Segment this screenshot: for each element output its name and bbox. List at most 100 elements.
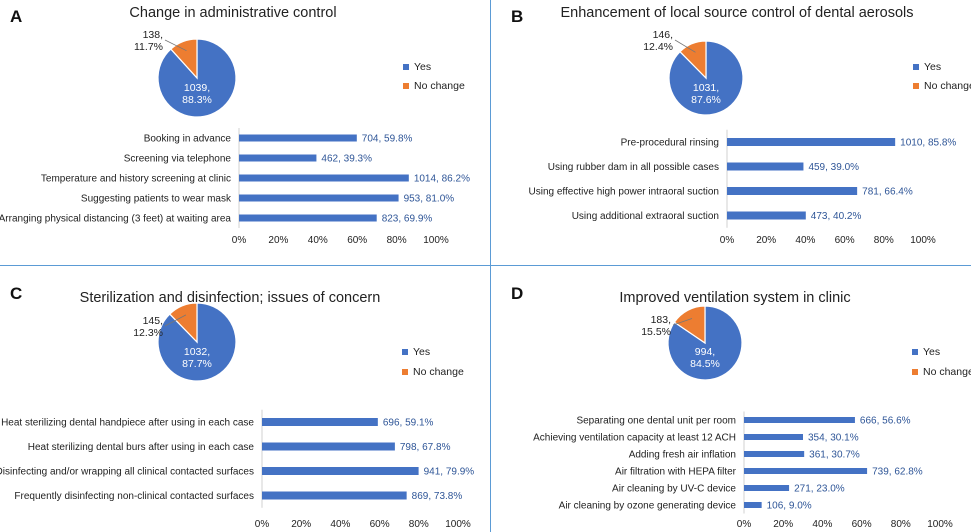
panel-c-bar xyxy=(262,442,395,451)
panel-a-title: Change in administrative control xyxy=(129,5,336,21)
panel-d-letter: D xyxy=(511,284,523,303)
panel-d-bar xyxy=(744,485,790,491)
panel-d-tick-label: 80% xyxy=(891,519,911,530)
panel-d-bar-value-label: 666, 56.6% xyxy=(860,416,911,427)
panel-a-bar-value-label: 823, 69.9% xyxy=(382,214,433,225)
panel-a-bar xyxy=(239,154,317,162)
panel-d-title: Improved ventilation system in clinic xyxy=(619,290,850,306)
panel-b-bar-value-label: 459, 39.0% xyxy=(808,162,859,173)
panel-b-pie-label-yes-pct: 87.6% xyxy=(691,94,721,106)
panel-a-chart: A Change in administrative control 1039,88… xyxy=(0,5,470,246)
panel-b-bar xyxy=(727,138,896,146)
panel-b-chart: B Enhancement of local source control of … xyxy=(511,5,971,246)
panel-b-bar xyxy=(727,211,806,220)
panel-d-bar-value-label: 361, 30.7% xyxy=(809,450,860,461)
panel-b-bar-category-label: Using additional extraoral suction xyxy=(572,211,719,222)
panel-b-tick-label: 60% xyxy=(835,235,855,246)
panel-b-bar-category-label: Using effective high power intraoral suc… xyxy=(529,187,719,198)
panel-a-tick-label: 80% xyxy=(387,235,407,246)
panel-b-pie-label-no-pct: 12.4% xyxy=(643,41,673,53)
panel-b-legend-yes-label: Yes xyxy=(924,61,941,73)
panel-c-pie-label-yes-count: 1032, xyxy=(184,346,210,358)
panel-c-tick-label: 60% xyxy=(370,519,390,530)
panel-c-bar-value-label: 798, 67.8% xyxy=(400,442,451,453)
panel-c-legend-no-change-label: No change xyxy=(413,366,464,378)
panel-d-tick-label: 20% xyxy=(773,519,793,530)
panel-a-legend-no-change-swatch xyxy=(403,83,409,89)
panel-d-bar xyxy=(744,451,805,457)
panel-c-tick-label: 100% xyxy=(445,519,471,530)
panel-b-pie-leader-line xyxy=(674,39,696,53)
panel-c-bar-category-label: Frequently disinfecting non-clinical con… xyxy=(14,491,254,502)
panel-d-bar xyxy=(744,417,855,423)
panel-a-bar xyxy=(239,134,357,142)
panel-a-pie-leader-line xyxy=(164,39,187,52)
panel-c-bar-value-label: 869, 73.8% xyxy=(412,491,463,502)
panel-d-legend-yes-label: Yes xyxy=(923,346,940,358)
panel-d-bar-value-label: 271, 23.0% xyxy=(794,484,845,495)
panel-d-bar-category-label: Air filtration with HEPA filter xyxy=(615,467,737,478)
panel-d-bar-category-label: Separating one dental unit per room xyxy=(576,416,736,427)
panel-d-legend-no-change-swatch xyxy=(912,369,918,375)
panel-c-letter: C xyxy=(10,284,22,303)
panel-d-chart: D Improved ventilation system in clinic 99… xyxy=(511,284,971,530)
panel-c-bar-value-label: 696, 59.1% xyxy=(383,418,434,429)
panel-c-pie-slice-no-change xyxy=(168,302,198,344)
panel-d-legend-no-change-label: No change xyxy=(923,366,971,378)
panel-c-tick-label: 80% xyxy=(409,519,429,530)
panel-d-bar-value-label: 106, 9.0% xyxy=(767,501,812,512)
panel-d-bar-value-label: 354, 30.1% xyxy=(808,433,859,444)
panel-a-bar-category-label: Booking in advance xyxy=(144,134,232,145)
panel-a-bar-value-label: 704, 59.8% xyxy=(362,134,413,145)
panel-b-tick-label: 0% xyxy=(720,235,735,246)
panel-a-pie-label-yes-count: 1039, xyxy=(184,82,210,94)
vertical-divider xyxy=(490,0,491,532)
panel-c-bar-category-label: Heat sterilizing dental burs after using… xyxy=(28,442,255,453)
panel-b-tick-label: 80% xyxy=(874,235,894,246)
panel-c-pie-label-yes-pct: 87.7% xyxy=(182,358,212,370)
panel-d-tick-label: 60% xyxy=(852,519,872,530)
panel-d-legend-yes-swatch xyxy=(912,349,918,355)
panel-a-bar-category-label: Arranging physical distancing (3 feet) a… xyxy=(0,214,231,225)
panel-d-bar xyxy=(744,468,868,474)
panel-d-bar-category-label: Air cleaning by UV-C device xyxy=(612,484,736,495)
panel-a-bar-value-label: 953, 81.0% xyxy=(404,194,455,205)
panel-d-tick-label: 40% xyxy=(812,519,832,530)
panel-a-tick-label: 60% xyxy=(347,235,367,246)
panel-a-bar xyxy=(239,194,399,202)
panel-c-bar-category-label: Heat sterilizing dental handpiece after … xyxy=(1,418,254,429)
panel-c-tick-label: 40% xyxy=(330,519,350,530)
panel-a-tick-label: 100% xyxy=(423,235,449,246)
panel-c-legend-yes-label: Yes xyxy=(413,346,430,358)
panel-c-bar xyxy=(262,418,378,426)
panel-a-pie-label-no-pct: 11.7% xyxy=(134,41,163,53)
panel-d-bar-category-label: Air cleaning by ozone generating device xyxy=(559,501,737,512)
panel-c-title: Sterilization and disinfection; issues o… xyxy=(80,290,381,306)
panel-c-bar xyxy=(262,467,419,475)
panel-c-pie-leader-line xyxy=(164,314,187,327)
panel-c-pie-label-no-count: 145, xyxy=(143,315,163,327)
panel-d-bar xyxy=(744,502,762,508)
panel-d-bar xyxy=(744,434,803,440)
panel-d-pie-label-yes-count: 994, xyxy=(695,346,715,358)
panel-d-tick-label: 100% xyxy=(927,519,953,530)
panel-a-legend-yes-label: Yes xyxy=(414,61,431,73)
panel-a-pie-slice-no-change xyxy=(169,38,198,80)
panel-a-tick-label: 20% xyxy=(268,235,288,246)
panel-d-pie-leader-line xyxy=(672,318,693,326)
panel-a-legend-yes-swatch xyxy=(403,64,409,70)
panel-b-bar-value-label: 781, 66.4% xyxy=(862,187,913,198)
panel-b-bar-category-label: Pre-procedural rinsing xyxy=(621,138,719,149)
panel-b-legend-yes-swatch xyxy=(913,64,919,70)
panel-c-pie-label-no-pct: 12.3% xyxy=(133,327,163,339)
panel-c-bar-value-label: 941, 79.9% xyxy=(424,467,475,478)
panel-d-pie-slice-no-change xyxy=(673,305,706,345)
horizontal-divider xyxy=(0,265,971,266)
panel-b-bar xyxy=(727,187,858,195)
panel-a-legend-no-change-label: No change xyxy=(414,80,465,92)
panel-d-bar-category-label: Adding fresh air inflation xyxy=(629,450,736,461)
panel-b-letter: B xyxy=(511,7,523,26)
panel-b-legend-no-change-label: No change xyxy=(924,80,971,92)
panel-b-title: Enhancement of local source control of d… xyxy=(560,5,913,21)
panel-a-bar xyxy=(239,214,377,222)
